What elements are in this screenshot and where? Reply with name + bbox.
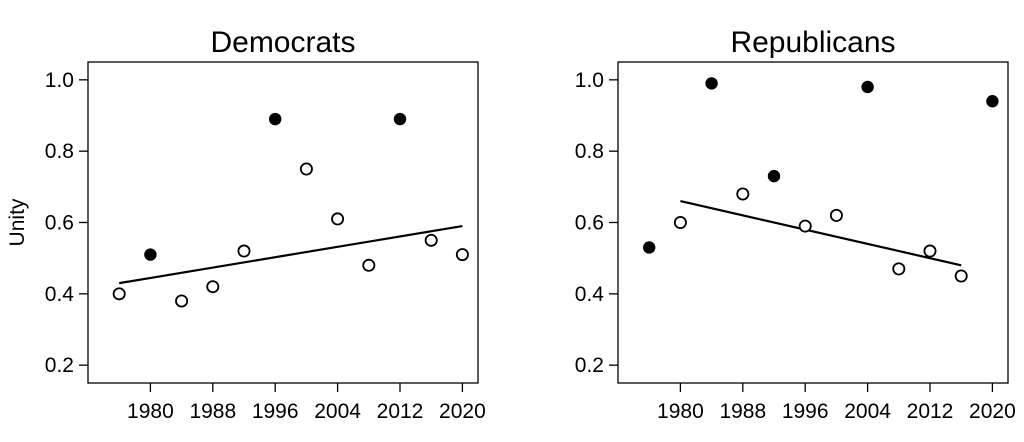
y-tick-label: 1.0	[45, 69, 74, 92]
data-point-open	[736, 187, 750, 201]
y-axis-label: Unity	[6, 198, 29, 246]
trend-line	[680, 200, 962, 267]
y-ticks: 0.2 0.4 0.6 0.8 1.0	[575, 69, 618, 377]
x-tick-label: 1980	[127, 400, 174, 423]
y-tick-label: 0.6	[575, 212, 604, 235]
x-tick-label: 1980	[657, 400, 704, 423]
x-tick-label: 2020	[439, 400, 486, 423]
x-tick-label: 2004	[844, 400, 891, 423]
data-point-open	[299, 162, 313, 176]
y-tick-label: 0.8	[45, 140, 74, 163]
panel-title: Republicans	[730, 26, 895, 59]
data-point-open	[892, 262, 906, 276]
data-point-open	[112, 287, 126, 301]
data-point-filled	[643, 241, 656, 254]
y-tick-label: 0.8	[575, 140, 604, 163]
x-tick-label: 1988	[719, 400, 766, 423]
data-point-open	[206, 280, 220, 294]
data-points	[643, 77, 999, 283]
x-tick-label: 2020	[969, 400, 1016, 423]
x-tick-label: 1988	[189, 400, 236, 423]
x-tick-label: 2012	[377, 400, 424, 423]
y-tick-label: 0.2	[45, 354, 74, 377]
data-points	[112, 112, 469, 308]
data-point-filled	[705, 77, 718, 90]
y-tick-label: 0.4	[575, 283, 605, 306]
x-tick-label: 1996	[782, 400, 829, 423]
data-point-open	[954, 269, 968, 283]
panel-republicans: Republicans 0.2 0.4 0.6 0.8 1.0 1980 1988 1996…	[575, 26, 1016, 423]
data-point-open	[331, 212, 345, 226]
y-tick-label: 1.0	[575, 69, 604, 92]
x-ticks: 1980 1988 1996 2004 2012 2020	[127, 383, 486, 423]
x-tick-label: 2012	[907, 400, 954, 423]
x-tick-label: 2004	[314, 400, 361, 423]
data-point-open	[175, 294, 189, 308]
data-point-filled	[393, 112, 407, 126]
data-point-filled	[861, 80, 874, 94]
y-ticks: 0.2 0.4 0.6 0.8 1.0	[45, 69, 88, 377]
trend-line	[119, 224, 463, 285]
panel-democrats: Democrats Unity 0.2 0.4 0.6 0.8 1.0 1980 1988…	[6, 26, 486, 423]
panel-title: Democrats	[210, 26, 355, 59]
data-point-open	[455, 248, 469, 262]
x-tick-label: 1996	[252, 400, 299, 423]
y-tick-label: 0.6	[45, 212, 74, 235]
data-point-open	[237, 244, 251, 258]
y-tick-label: 0.4	[45, 283, 75, 306]
data-point-open	[829, 208, 843, 222]
data-point-open	[798, 219, 812, 233]
data-point-filled	[767, 169, 781, 183]
x-ticks: 1980 1988 1996 2004 2012 2020	[657, 383, 1016, 423]
data-point-filled	[269, 112, 282, 126]
data-point-filled	[144, 248, 157, 261]
y-tick-label: 0.2	[575, 354, 604, 377]
plot-area	[87, 61, 479, 384]
data-point-filled	[986, 95, 999, 108]
data-point-open	[923, 244, 937, 258]
data-point-open	[362, 258, 376, 272]
data-point-open	[424, 233, 438, 247]
data-point-open	[673, 215, 687, 229]
